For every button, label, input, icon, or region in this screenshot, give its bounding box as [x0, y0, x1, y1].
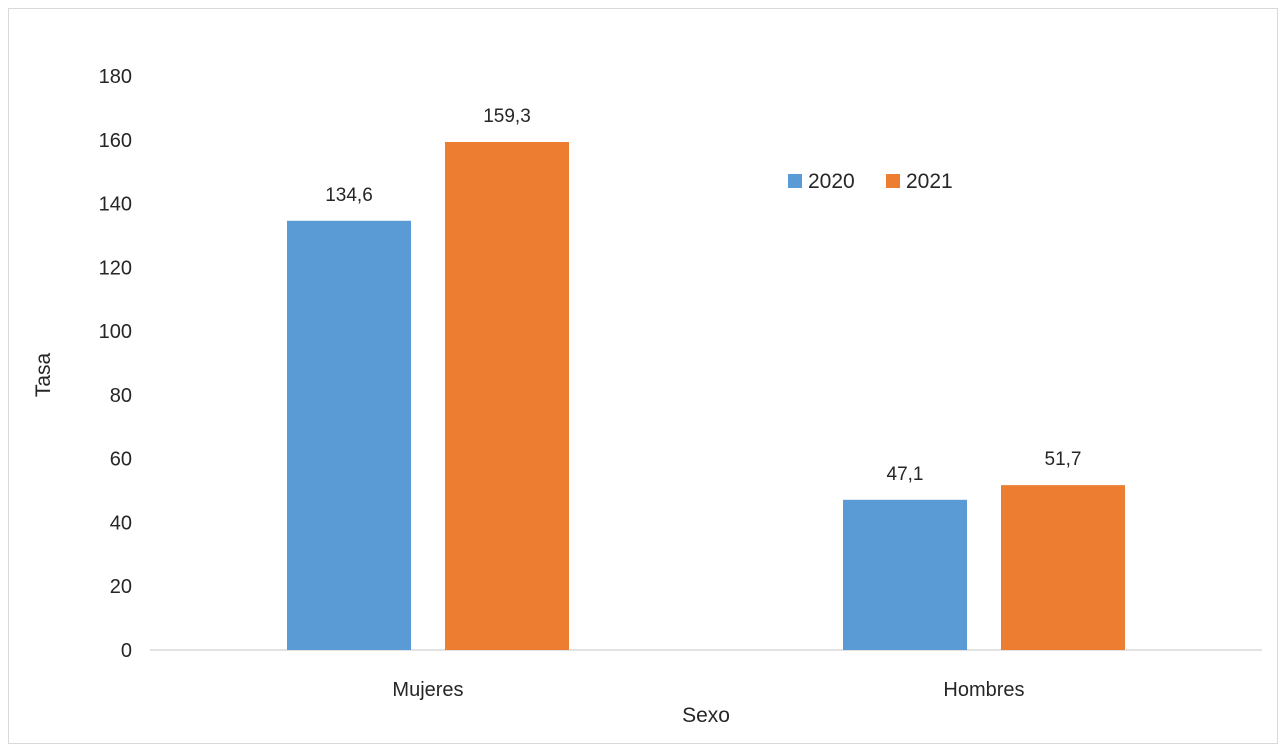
y-tick-label: 120 [99, 257, 132, 279]
x-axis-title: Sexo [682, 704, 730, 727]
data-label: 51,7 [1045, 449, 1082, 470]
legend-swatch-2020 [788, 174, 802, 188]
x-tick-label: Mujeres [392, 679, 463, 701]
bar-2020-hombres [843, 499, 967, 650]
legend-label-2020: 2020 [808, 170, 855, 193]
bar-2021-mujeres [445, 142, 569, 650]
bar-2021-hombres [1001, 485, 1125, 650]
y-tick-label: 20 [110, 576, 132, 598]
y-axis-ticks: 0 20 40 60 80 100 120 140 160 180 [99, 66, 132, 662]
y-tick-label: 100 [99, 321, 132, 343]
data-label: 159,3 [483, 106, 531, 127]
data-labels: 134,6 159,3 47,1 51,7 [325, 106, 1081, 485]
y-tick-label: 140 [99, 194, 132, 216]
y-tick-label: 0 [121, 640, 132, 662]
data-label: 47,1 [887, 464, 924, 485]
bars [287, 142, 1125, 650]
y-tick-label: 40 [110, 512, 132, 534]
x-tick-label: Hombres [943, 679, 1024, 701]
x-axis-ticks: Mujeres Hombres [392, 679, 1024, 701]
y-tick-label: 60 [110, 449, 132, 471]
legend-swatch-2021 [886, 174, 900, 188]
y-tick-label: 180 [99, 66, 132, 88]
bar-2020-mujeres [287, 220, 411, 650]
legend: 2020 2021 [788, 170, 953, 193]
data-label: 134,6 [325, 185, 373, 206]
y-axis-title: Tasa [32, 353, 55, 398]
y-tick-label: 160 [99, 130, 132, 152]
legend-label-2021: 2021 [906, 170, 953, 193]
y-tick-label: 80 [110, 385, 132, 407]
